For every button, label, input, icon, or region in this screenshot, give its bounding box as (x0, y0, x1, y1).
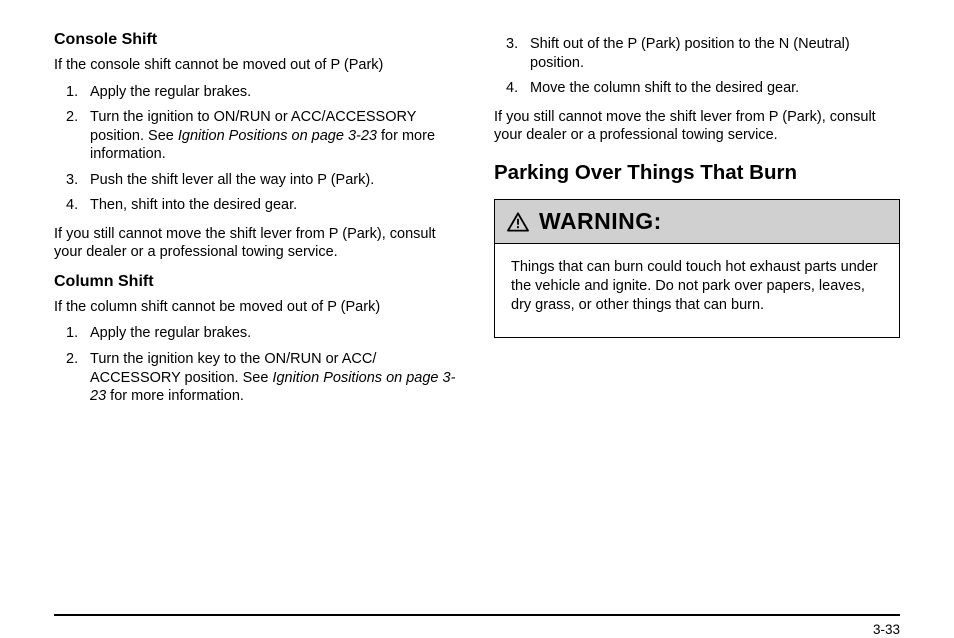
column-shift-steps: Apply the regular brakes. Turn the ignit… (54, 324, 460, 405)
heading-parking-over-things-that-burn: Parking Over Things That Burn (494, 161, 900, 186)
column-shift-intro: If the column shift cannot be moved out … (54, 298, 460, 317)
warning-triangle-icon (507, 212, 529, 232)
warning-callout: WARNING: Things that can burn could touc… (494, 199, 900, 338)
left-column: Console Shift If the console shift canno… (54, 30, 460, 416)
list-item: Push the shift lever all the way into P … (54, 171, 460, 190)
step-tail: for more information. (106, 388, 244, 404)
page-footer: 3-33 (54, 614, 900, 616)
warning-label: WARNING: (539, 208, 662, 235)
column-shift-outro: If you still cannot move the shift lever… (494, 108, 900, 145)
list-item: Turn the ignition to ON/RUN or ACC/ACCES… (54, 108, 460, 164)
list-item: Apply the regular brakes. (54, 83, 460, 102)
footer-rule (54, 614, 900, 616)
console-shift-steps: Apply the regular brakes. Turn the ignit… (54, 83, 460, 215)
page-number: 3-33 (873, 622, 900, 637)
heading-column-shift: Column Shift (54, 272, 460, 292)
console-shift-outro: If you still cannot move the shift lever… (54, 225, 460, 262)
column-shift-steps-continued: Shift out of the P (Park) position to th… (494, 35, 900, 98)
cross-reference: Ignition Positions on page 3-23 (178, 128, 377, 144)
warning-header: WARNING: (495, 200, 899, 244)
console-shift-intro: If the console shift cannot be moved out… (54, 56, 460, 75)
warning-body: Things that can burn could touch hot exh… (495, 244, 899, 337)
list-item: Turn the ignition key to the ON/RUN or A… (54, 350, 460, 406)
manual-page: Console Shift If the console shift canno… (0, 0, 954, 638)
two-column-layout: Console Shift If the console shift canno… (54, 30, 900, 416)
list-item: Then, shift into the desired gear. (54, 196, 460, 215)
right-column: Shift out of the P (Park) position to th… (494, 30, 900, 416)
list-item: Move the column shift to the desired gea… (494, 79, 900, 98)
list-item: Apply the regular brakes. (54, 324, 460, 343)
heading-console-shift: Console Shift (54, 30, 460, 50)
list-item: Shift out of the P (Park) position to th… (494, 35, 900, 72)
